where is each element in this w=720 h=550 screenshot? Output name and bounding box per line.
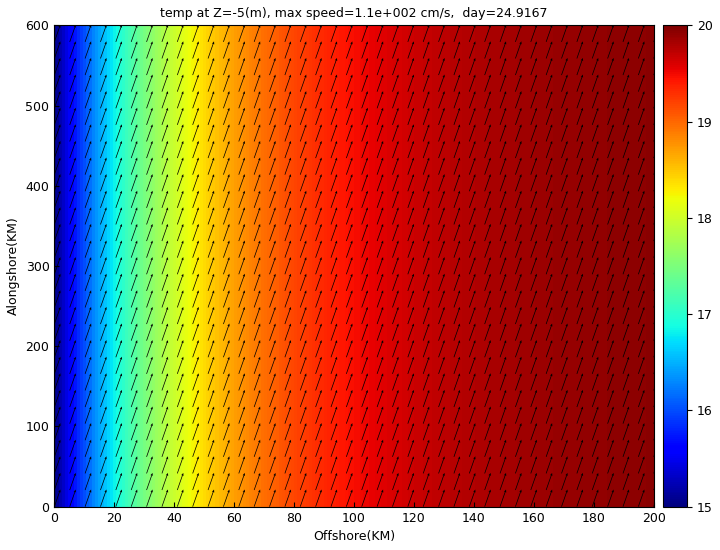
- Y-axis label: Alongshore(KM): Alongshore(KM): [7, 217, 20, 315]
- Title: temp at Z=-5(m), max speed=1.1e+002 cm/s,  day=24.9167: temp at Z=-5(m), max speed=1.1e+002 cm/s…: [161, 7, 548, 20]
- X-axis label: Offshore(KM): Offshore(KM): [313, 530, 395, 543]
